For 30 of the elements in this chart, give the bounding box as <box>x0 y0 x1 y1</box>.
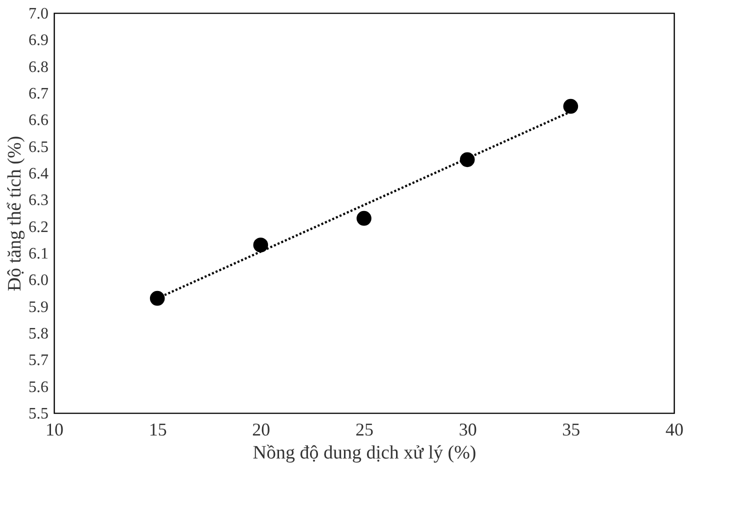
x-tick-label: 15 <box>148 420 167 440</box>
y-tick-label: 5.6 <box>28 378 48 396</box>
x-tick-label: 20 <box>252 420 270 440</box>
y-tick-label: 6.8 <box>28 58 48 76</box>
x-tick-label: 40 <box>666 420 684 440</box>
y-tick-label: 6.1 <box>28 246 48 262</box>
y-tick-label: 5.7 <box>28 352 48 370</box>
point <box>356 210 372 226</box>
y-tick-label: 7.0 <box>28 6 48 22</box>
y-tick-label: 6.5 <box>28 138 48 156</box>
y-tick-label: 6.7 <box>28 86 48 102</box>
y-tick-label: 6.4 <box>28 166 48 182</box>
y-tick-label: 6.0 <box>28 272 48 290</box>
y-axis-title: Độ tăng thể tích (%) <box>4 136 26 292</box>
point <box>563 98 578 114</box>
y-tick-label: 5.9 <box>28 298 48 316</box>
x-tick-label: 30 <box>458 420 477 440</box>
y-tick-label: 5.5 <box>28 406 48 422</box>
x-tick-label: 25 <box>356 420 374 440</box>
point <box>460 152 475 168</box>
x-tick-label: 35 <box>562 420 580 440</box>
point <box>150 290 165 306</box>
y-tick-label: 6.6 <box>28 112 48 130</box>
y-tick-label: 6.2 <box>28 218 48 236</box>
y-tick-label: 6.3 <box>28 192 48 210</box>
y-tick-label: 5.8 <box>28 326 48 342</box>
y-tick-label: 6.9 <box>28 32 48 50</box>
x-tick-label: 10 <box>46 420 64 440</box>
x-axis-title: Nồng độ dung dịch xử lý (%) <box>252 442 476 464</box>
point <box>253 238 268 252</box>
